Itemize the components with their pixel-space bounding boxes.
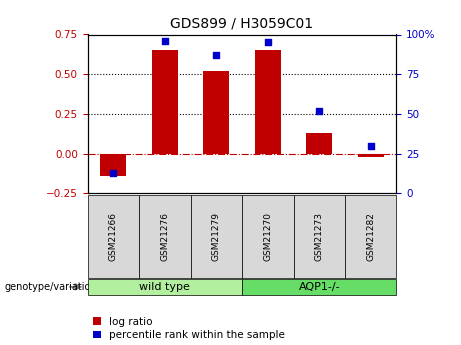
Bar	[203, 71, 229, 154]
Text: GSM21266: GSM21266	[109, 212, 118, 261]
Text: GSM21270: GSM21270	[263, 212, 272, 261]
Point	[264, 40, 272, 45]
Title: GDS899 / H3059C01: GDS899 / H3059C01	[171, 17, 313, 31]
Point	[367, 143, 374, 148]
Bar	[255, 50, 281, 154]
Text: GSM21282: GSM21282	[366, 212, 375, 261]
Point	[161, 38, 168, 43]
Text: genotype/variation: genotype/variation	[5, 282, 97, 292]
Text: wild type: wild type	[139, 282, 190, 292]
Bar	[358, 154, 384, 157]
Legend: log ratio, percentile rank within the sample: log ratio, percentile rank within the sa…	[93, 317, 285, 340]
Point	[315, 108, 323, 114]
Point	[110, 170, 117, 175]
Text: GSM21279: GSM21279	[212, 212, 221, 261]
Text: GSM21276: GSM21276	[160, 212, 169, 261]
Bar	[100, 154, 126, 176]
Point	[213, 52, 220, 58]
Bar	[152, 50, 177, 154]
Text: AQP1-/-: AQP1-/-	[298, 282, 340, 292]
Bar	[307, 133, 332, 154]
Text: GSM21273: GSM21273	[315, 212, 324, 261]
